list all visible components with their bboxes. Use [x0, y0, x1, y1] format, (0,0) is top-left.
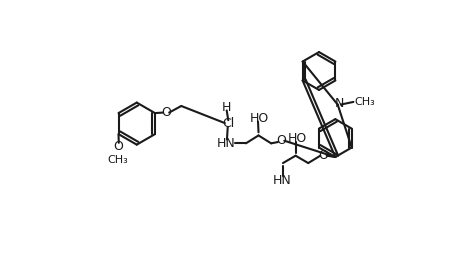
Text: H: H [221, 101, 231, 114]
Text: O: O [113, 140, 123, 153]
Text: HO: HO [288, 132, 307, 145]
Text: CH₃: CH₃ [355, 97, 376, 107]
Text: HO: HO [250, 112, 269, 125]
Text: CH₃: CH₃ [108, 155, 129, 165]
Text: O: O [161, 106, 171, 119]
Text: HN: HN [272, 174, 291, 187]
Text: HN: HN [217, 137, 236, 150]
Text: Cl: Cl [223, 117, 235, 130]
Text: O: O [276, 134, 286, 147]
Text: O: O [318, 149, 328, 162]
Text: N: N [334, 97, 344, 110]
